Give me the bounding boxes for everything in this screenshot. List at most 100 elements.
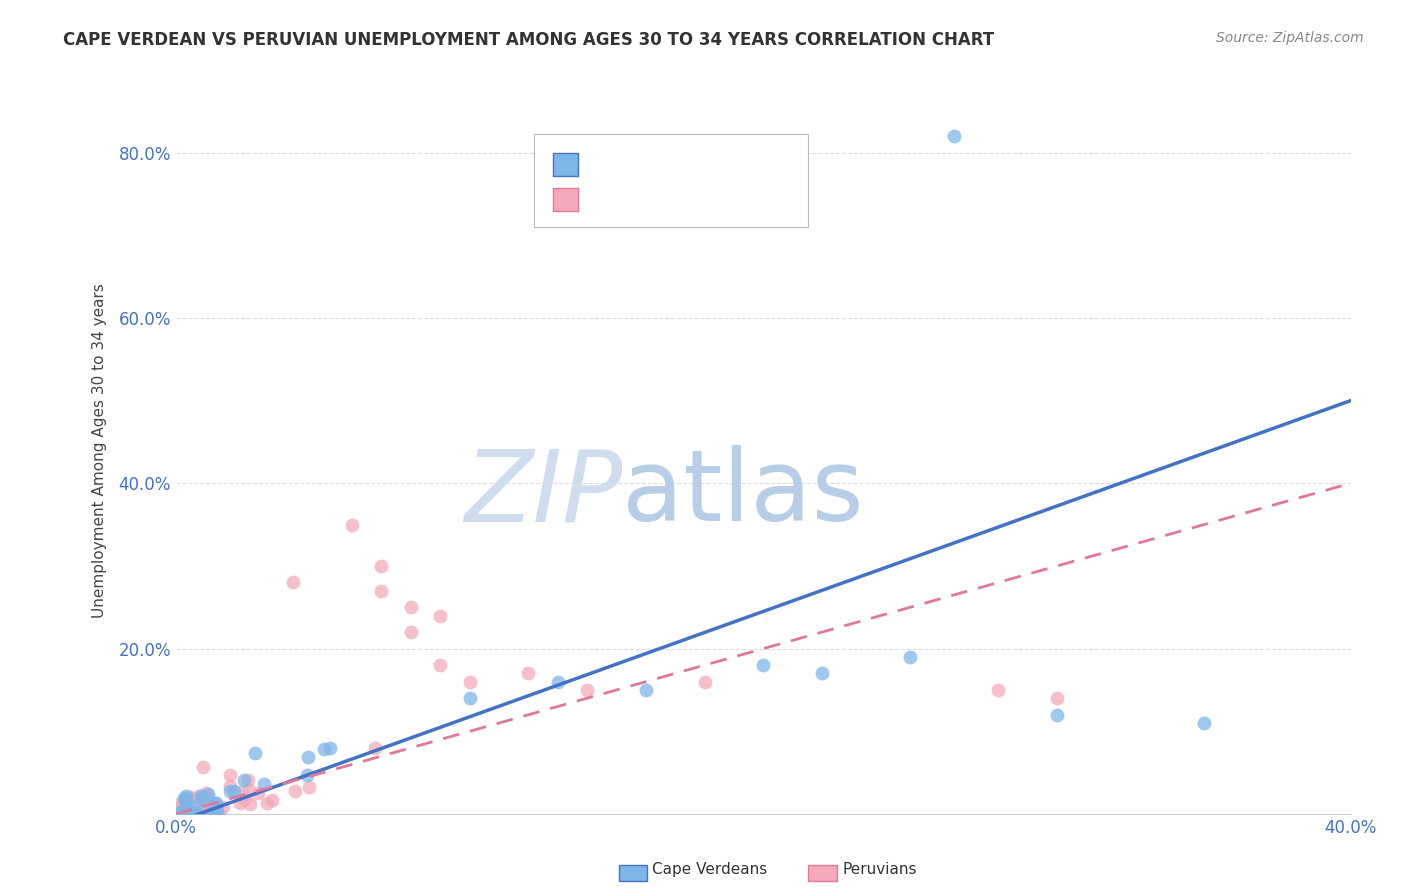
Point [167,806,190,821]
Point [180,806,202,821]
Point [183,806,205,821]
Point [1046,707,1069,722]
Point [183,792,205,806]
Point [319,741,342,756]
Point [943,128,966,143]
Point [172,806,194,821]
Point [1046,691,1069,706]
Point [222,784,245,798]
Point [188,805,211,819]
Point [207,806,229,821]
Point [297,750,319,764]
Point [219,779,242,793]
Point [174,805,197,820]
Point [176,789,198,803]
Point [458,674,481,689]
Point [195,797,218,811]
Point [219,768,242,782]
Point [167,806,190,821]
Point [197,787,219,801]
Point [170,798,193,813]
Point [295,768,318,782]
Point [184,798,207,813]
Text: ZIP: ZIP [464,445,623,542]
Point [1192,716,1215,731]
Point [314,742,336,756]
Point [205,796,228,810]
Point [169,796,191,810]
Point [181,806,204,821]
Point [811,666,834,681]
Point [174,806,197,821]
Point [173,793,195,807]
Point [253,777,276,791]
Point [167,801,190,815]
Point [231,785,253,799]
Point [204,796,226,810]
Text: R = 0.625   N = 45: R = 0.625 N = 45 [586,154,756,172]
Point [194,806,217,821]
Point [167,806,190,821]
Point [283,575,305,590]
Point [576,683,599,698]
Point [167,806,190,821]
Text: atlas: atlas [623,445,863,542]
Text: Source: ZipAtlas.com: Source: ZipAtlas.com [1216,31,1364,45]
Point [232,773,254,788]
Point [547,674,569,689]
Point [205,806,228,821]
Point [167,805,190,819]
Point [298,780,321,794]
Point [256,796,278,810]
Point [169,806,191,821]
Point [987,683,1010,698]
Point [429,608,451,623]
Point [239,797,262,812]
Point [205,801,228,815]
Point [399,600,422,615]
Point [238,783,260,797]
Point [184,791,207,805]
Point [207,804,229,818]
Point [399,625,422,640]
Text: CAPE VERDEAN VS PERUVIAN UNEMPLOYMENT AMONG AGES 30 TO 34 YEARS CORRELATION CHAR: CAPE VERDEAN VS PERUVIAN UNEMPLOYMENT AM… [63,31,994,49]
Point [173,806,195,821]
Point [179,790,201,805]
Point [167,806,190,821]
Point [219,784,242,798]
Point [190,797,212,811]
Point [211,800,233,814]
Point [229,796,252,810]
Point [693,674,716,689]
Point [186,806,208,821]
Point [173,790,195,805]
Point [191,790,214,805]
Point [194,786,217,800]
Point [370,558,392,573]
Point [898,649,921,664]
Point [284,784,307,798]
Point [243,746,266,760]
Point [246,786,269,800]
Point [207,806,229,821]
Point [517,666,540,681]
Point [205,806,228,821]
Point [752,658,775,673]
Point [180,806,202,821]
Point [458,691,481,706]
Point [173,805,195,819]
Text: R = 0.495   N = 60: R = 0.495 N = 60 [586,190,756,208]
Point [186,806,208,821]
Y-axis label: Unemployment Among Ages 30 to 34 years: Unemployment Among Ages 30 to 34 years [93,283,107,617]
Point [197,806,219,821]
Point [364,740,387,755]
Point [180,806,202,821]
Point [197,790,219,805]
Point [238,772,260,787]
Point [174,792,197,806]
Point [190,789,212,803]
Point [187,789,209,803]
Point [191,760,214,774]
Point [181,804,204,818]
Text: Peruvians: Peruvians [842,863,917,877]
